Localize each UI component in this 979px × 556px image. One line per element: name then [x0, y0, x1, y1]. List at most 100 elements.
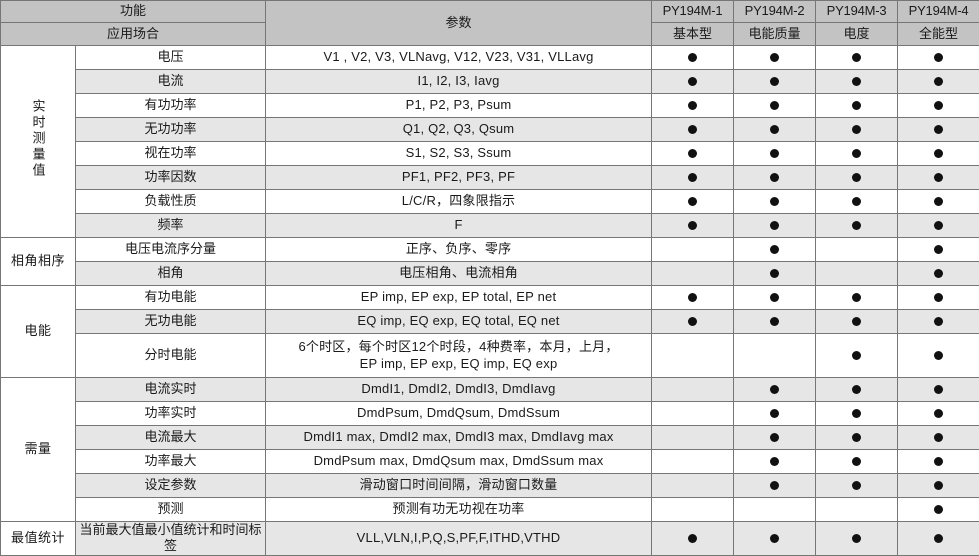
supported-dot-icon	[934, 245, 943, 254]
support-cell-model-3	[816, 310, 898, 334]
feature-item-cell: 视在功率	[76, 142, 266, 166]
feature-item-cell: 有功电能	[76, 286, 266, 310]
support-cell-model-1	[652, 450, 734, 474]
support-cell-model-4	[898, 310, 979, 334]
header-model-code-3: PY194M-3	[816, 1, 898, 23]
feature-item-cell: 电压	[76, 46, 266, 70]
supported-dot-icon	[934, 125, 943, 134]
support-cell-model-3	[816, 190, 898, 214]
supported-dot-icon	[770, 149, 779, 158]
supported-dot-icon	[688, 197, 697, 206]
support-cell-model-4	[898, 450, 979, 474]
feature-item-cell: 电流最大	[76, 426, 266, 450]
support-cell-model-1	[652, 190, 734, 214]
support-cell-model-2	[734, 262, 816, 286]
supported-dot-icon	[934, 269, 943, 278]
group-label-text: 实时测量值	[32, 99, 45, 179]
support-cell-model-3	[816, 286, 898, 310]
feature-item-cell: 无功电能	[76, 310, 266, 334]
support-cell-model-2	[734, 142, 816, 166]
supported-dot-icon	[934, 101, 943, 110]
table-row: 相角电压相角、电流相角	[1, 262, 979, 286]
supported-dot-icon	[770, 245, 779, 254]
support-cell-model-4	[898, 378, 979, 402]
support-cell-model-4	[898, 214, 979, 238]
support-cell-model-4	[898, 46, 979, 70]
support-cell-model-4	[898, 262, 979, 286]
supported-dot-icon	[852, 149, 861, 158]
parameter-cell: VLL,VLN,I,P,Q,S,PF,F,ITHD,VTHD	[266, 522, 652, 556]
supported-dot-icon	[688, 125, 697, 134]
supported-dot-icon	[852, 409, 861, 418]
supported-dot-icon	[770, 317, 779, 326]
supported-dot-icon	[852, 197, 861, 206]
support-cell-model-1	[652, 214, 734, 238]
support-cell-model-2	[734, 286, 816, 310]
supported-dot-icon	[688, 221, 697, 230]
parameter-cell: 正序、负序、零序	[266, 238, 652, 262]
supported-dot-icon	[688, 149, 697, 158]
support-cell-model-4	[898, 238, 979, 262]
support-cell-model-2	[734, 402, 816, 426]
supported-dot-icon	[852, 173, 861, 182]
support-cell-model-4	[898, 118, 979, 142]
support-cell-model-3	[816, 426, 898, 450]
feature-item-cell: 功率实时	[76, 402, 266, 426]
support-cell-model-3	[816, 522, 898, 556]
header-model-name-3: 电度	[816, 23, 898, 46]
supported-dot-icon	[934, 197, 943, 206]
supported-dot-icon	[934, 534, 943, 543]
parameter-cell: 6个时区，每个时区12个时段，4种费率，本月，上月，EP imp, EP exp…	[266, 334, 652, 378]
support-cell-model-2	[734, 238, 816, 262]
parameter-cell: Q1, Q2, Q3, Qsum	[266, 118, 652, 142]
support-cell-model-2	[734, 94, 816, 118]
support-cell-model-1	[652, 94, 734, 118]
supported-dot-icon	[934, 317, 943, 326]
parameter-cell: L/C/R，四象限指示	[266, 190, 652, 214]
group-label-cell: 电能	[1, 286, 76, 378]
support-cell-model-4	[898, 94, 979, 118]
support-cell-model-3	[816, 118, 898, 142]
supported-dot-icon	[852, 534, 861, 543]
supported-dot-icon	[934, 505, 943, 514]
support-cell-model-4	[898, 522, 979, 556]
supported-dot-icon	[852, 481, 861, 490]
supported-dot-icon	[852, 433, 861, 442]
supported-dot-icon	[934, 385, 943, 394]
supported-dot-icon	[852, 77, 861, 86]
header-function-label: 功能	[1, 1, 266, 23]
support-cell-model-4	[898, 474, 979, 498]
support-cell-model-4	[898, 402, 979, 426]
support-cell-model-1	[652, 522, 734, 556]
supported-dot-icon	[770, 534, 779, 543]
feature-item-cell: 有功功率	[76, 94, 266, 118]
support-cell-model-2	[734, 310, 816, 334]
parameter-cell: S1, S2, S3, Ssum	[266, 142, 652, 166]
supported-dot-icon	[934, 149, 943, 158]
header-model-name-1: 基本型	[652, 23, 734, 46]
support-cell-model-1	[652, 474, 734, 498]
group-label-cell: 相角相序	[1, 238, 76, 286]
support-cell-model-1	[652, 426, 734, 450]
support-cell-model-3	[816, 46, 898, 70]
table-header: 功能 参数 PY194M-1 PY194M-2 PY194M-3 PY194M-…	[1, 1, 979, 46]
feature-item-cell: 频率	[76, 214, 266, 238]
support-cell-model-1	[652, 142, 734, 166]
feature-item-cell: 负载性质	[76, 190, 266, 214]
support-cell-model-4	[898, 334, 979, 378]
support-cell-model-4	[898, 142, 979, 166]
support-cell-model-1	[652, 334, 734, 378]
feature-item-cell: 设定参数	[76, 474, 266, 498]
support-cell-model-3	[816, 70, 898, 94]
support-cell-model-1	[652, 402, 734, 426]
support-cell-model-4	[898, 166, 979, 190]
